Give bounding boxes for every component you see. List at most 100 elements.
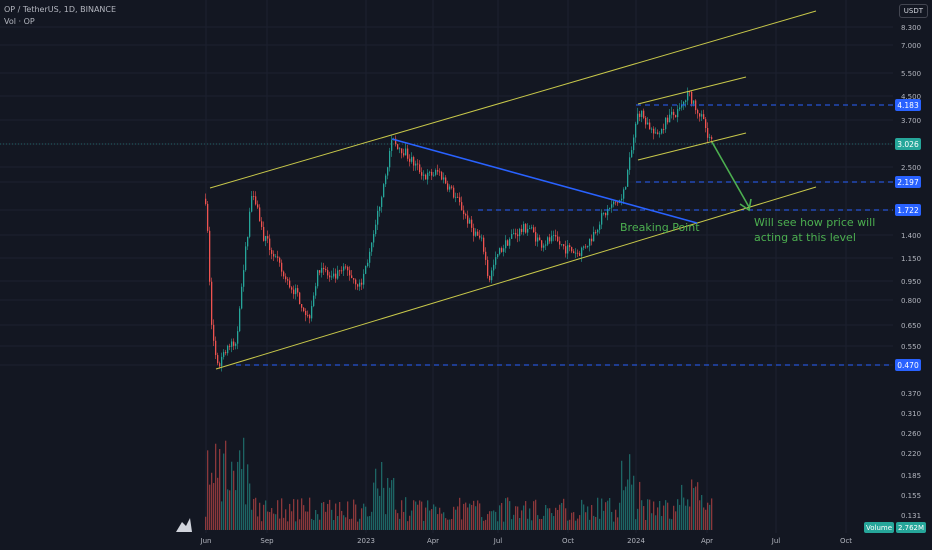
volume-bar [659,500,661,530]
volume-bar [617,517,619,530]
candle-body [211,281,213,325]
volume-bar [221,501,223,530]
volume-bar [549,508,551,530]
candle-body [449,186,451,190]
candle-body [371,242,373,252]
y-tick-label: 0.185 [901,472,921,480]
candle-body [519,228,521,237]
volume-bar [333,520,335,530]
candle-body [359,282,361,287]
projection-arrow-head [739,198,752,212]
candle-body [243,270,245,287]
candle-body [413,157,415,166]
volume-bar [597,497,599,530]
volume-bar [503,521,505,530]
candle-body [523,224,525,232]
candle-body [343,266,345,271]
volume-bar [467,507,469,530]
volume-bar [343,515,345,530]
price-label: 1.722 [897,206,919,215]
candle-body [247,236,249,247]
volume-bar [247,464,249,530]
candle-body [431,171,433,176]
annotation-line-1: Will see how price will [754,216,875,229]
volume-bar [615,509,617,530]
volume-bar [653,501,655,530]
volume-value-pill [896,522,926,533]
candle-body [591,238,593,242]
candle-body [515,233,517,235]
candle-body [623,189,625,199]
candle-body [401,148,403,154]
candle-body [291,287,293,290]
candle-body [271,249,273,254]
volume-bar [683,497,685,530]
volume-bar [463,503,465,530]
volume-bar [223,453,225,530]
candle-body [405,148,407,156]
candle-body [419,164,421,173]
candle-body [711,137,713,139]
candle-body [215,340,217,356]
volume-bar [235,490,237,530]
volume-bar [383,487,385,530]
candle-body [579,253,581,256]
volume-bar [581,499,583,530]
price-label-box [895,359,921,371]
volume-bar [239,450,241,530]
volume-bar [275,514,277,530]
volume-bar [609,497,611,530]
volume-bar [677,499,679,530]
volume-bar [373,482,375,530]
x-tick-label: Jul [493,537,503,545]
volume-bar [681,484,683,530]
candle-body [531,227,533,229]
volume-bar [283,517,285,530]
candle-body [381,197,383,207]
currency-badge[interactable]: USDT [898,4,928,18]
candle-body [607,208,609,216]
volume-bar [613,521,615,530]
volume-bar [277,500,279,530]
candle-body [575,252,577,254]
candle-body [239,308,241,332]
candle-body [321,267,323,273]
candle-body [469,219,471,224]
candle-body [423,174,425,176]
volume-bar [459,497,461,530]
candle-body [631,150,633,158]
candle-body [375,224,377,235]
volume-bar [661,516,663,530]
volume-bar [665,500,667,530]
volume-bar [399,518,401,530]
candle-body [339,270,341,272]
volume-bar [229,490,231,530]
volume-bar [465,502,467,530]
candle-body [275,256,277,258]
volume-bar [495,511,497,530]
volume-bar [451,518,453,530]
candle-body [261,221,263,227]
volume-bar [259,502,261,530]
volume-bar [271,508,273,530]
volume-bar [349,519,351,530]
volume-bar [483,520,485,530]
candle-body [483,237,485,252]
volume-bar [263,504,265,530]
volume-bar [321,502,323,530]
volume-bar [703,507,705,530]
candle-body [565,246,567,254]
y-tick-label: 3.700 [901,117,921,125]
volume-bar [635,519,637,530]
candle-body [659,133,661,135]
volume-bar [631,484,633,530]
candle-body [227,345,229,354]
candle-body [683,102,685,105]
volume-bar [315,509,317,530]
candle-body [331,276,333,278]
volume-bar [205,516,207,530]
candle-body [655,132,657,134]
price-label-box [895,176,921,188]
candle-body [303,307,305,312]
